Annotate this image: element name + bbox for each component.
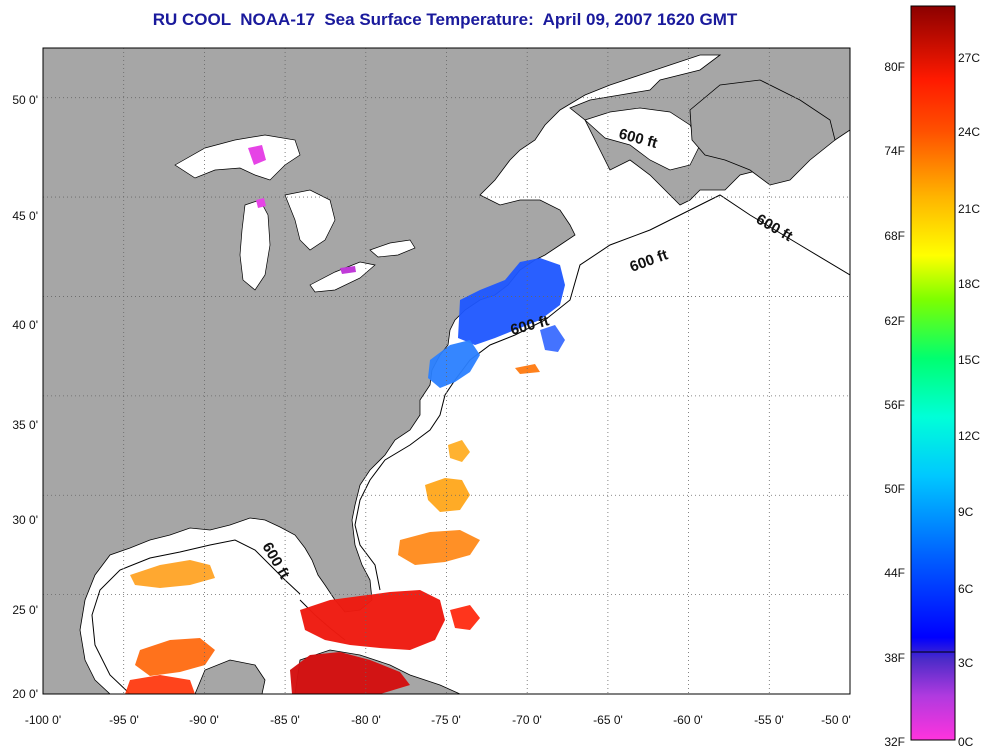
sst-patch-lake-erie [340, 266, 356, 274]
colorbar-f-tick: 74F [884, 144, 905, 158]
x-tick-label: -70 0' [512, 713, 542, 727]
y-tick-label: 20 0' [12, 687, 38, 701]
colorbar-c-tick: 24C [958, 125, 980, 139]
map-layers [43, 48, 850, 694]
sst-patch-florida-straits [300, 590, 445, 650]
y-tick-label: 35 0' [12, 418, 38, 432]
colorbar-f-tick: 32F [884, 735, 905, 749]
lake-erie [309, 261, 376, 293]
x-tick-label: -85 0' [270, 713, 300, 727]
colorbar-c-tick: 12C [958, 429, 980, 443]
colorbar-c-tick: 3C [958, 656, 974, 670]
y-tick-label: 50 0' [12, 93, 38, 107]
sst-patch-nj-shelf [428, 340, 480, 388]
colorbar-c-tick: 0C [958, 735, 974, 749]
land-yucatan [194, 659, 266, 694]
lake-huron [284, 189, 336, 251]
colorbar-f-tick: 56F [884, 398, 905, 412]
map-frame [42, 47, 851, 695]
gulf-of-st-lawrence [584, 107, 701, 171]
colorbar-c-tick: 6C [958, 582, 974, 596]
colorbar-c-tick: 18C [958, 277, 980, 291]
sst-patch-caribbean [290, 652, 410, 694]
x-tick-label: -50 0' [821, 713, 851, 727]
sst-patch-gulf-north [130, 560, 215, 588]
sst-patch-lake-superior [248, 145, 266, 165]
x-tick-label: -80 0' [351, 713, 381, 727]
lake-ontario [369, 239, 416, 258]
isobath-600ft-gulf [91, 539, 301, 694]
colorbar-f-tick: 50F [884, 482, 905, 496]
y-tick-label: 40 0' [12, 318, 38, 332]
x-axis-ticks: -100 0' -95 0' -90 0' -85 0' -80 0' -75 … [25, 713, 851, 727]
x-tick-label: -95 0' [109, 713, 139, 727]
colorbar-c-tick: 21C [958, 202, 980, 216]
y-tick-label: 45 0' [12, 209, 38, 223]
colorbar-c-tick: 15C [958, 353, 980, 367]
sst-patch-florida-east [398, 530, 480, 565]
colorbar-f-tick: 44F [884, 566, 905, 580]
x-tick-label: -75 0' [431, 713, 461, 727]
map-title: RU COOL NOAA-17 Sea Surface Temperature:… [152, 10, 738, 29]
colorbar-c-tick: 9C [958, 505, 974, 519]
land-newfoundland [689, 79, 836, 186]
sst-patch-gulf-west [135, 638, 215, 676]
y-axis-ticks: 50 0' 45 0' 40 0' 35 0' 30 0' 25 0' 20 0… [12, 93, 38, 701]
sst-patch-shelf-east [540, 325, 565, 352]
colorbar-fahrenheit-ticks: 80F 74F 68F 62F 56F 50F 44F 38F 32F [884, 60, 905, 749]
y-tick-label: 30 0' [12, 513, 38, 527]
colorbar-c-tick: 27C [958, 51, 980, 65]
colorbar [910, 5, 956, 741]
x-tick-label: -60 0' [673, 713, 703, 727]
map-gridlines [43, 48, 850, 694]
lake-michigan [239, 199, 271, 291]
colorbar-f-tick: 68F [884, 229, 905, 243]
sst-patch-lake-michigan [256, 198, 266, 208]
colorbar-celsius-ticks: 27C 24C 21C 18C 15C 12C 9C 6C 3C 0C [958, 51, 980, 749]
sst-patch-carolina-north [448, 440, 470, 462]
colorbar-f-tick: 80F [884, 60, 905, 74]
x-tick-label: -90 0' [189, 713, 219, 727]
sst-patch-bahamas [450, 605, 480, 630]
colorbar-f-tick: 62F [884, 314, 905, 328]
y-tick-label: 25 0' [12, 603, 38, 617]
colorbar-f-tick: 38F [884, 651, 905, 665]
x-tick-label: -65 0' [593, 713, 623, 727]
x-tick-label: -55 0' [754, 713, 784, 727]
x-tick-label: -100 0' [25, 713, 61, 727]
sst-patch-mid-atlantic [458, 258, 565, 345]
sst-patch-gulf-southwest [125, 675, 195, 694]
